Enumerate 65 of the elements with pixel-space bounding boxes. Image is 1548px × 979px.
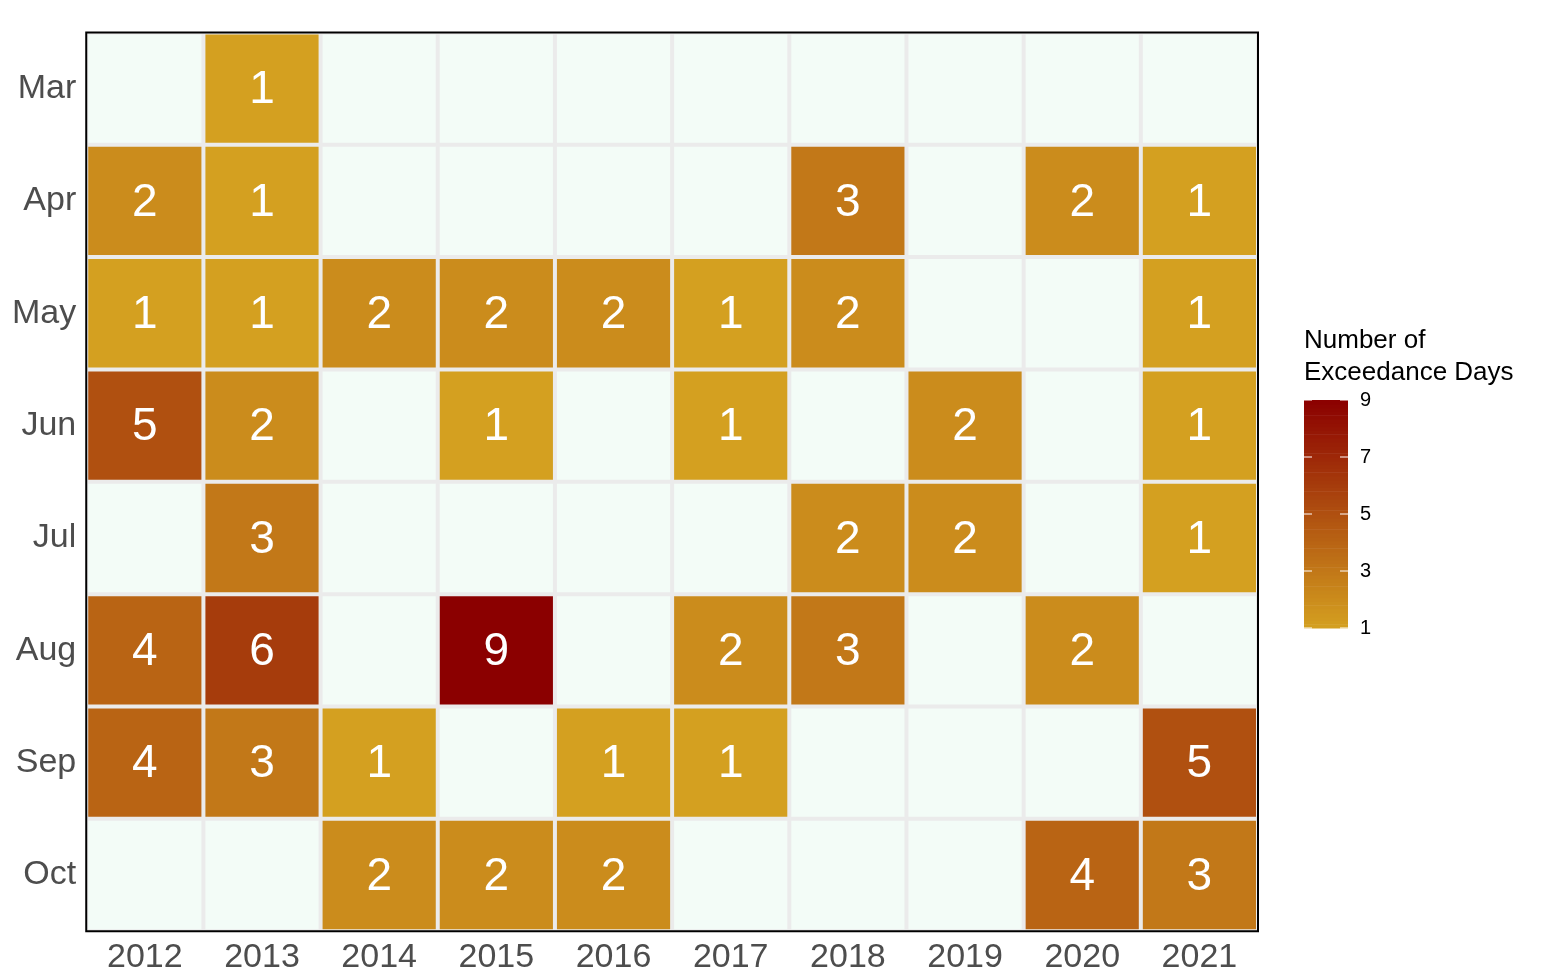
data-label: 2 (366, 847, 392, 900)
color-bar-label: 7 (1360, 444, 1372, 467)
x-tick-label: 2012 (107, 935, 183, 974)
data-label: 5 (132, 398, 158, 451)
y-tick-label: Jul (32, 516, 77, 555)
data-label: 2 (600, 847, 627, 900)
data-label: 1 (249, 61, 275, 114)
y-tick-label: Jun (21, 404, 77, 442)
data-label: 2 (600, 285, 627, 338)
data-label: 1 (1186, 510, 1213, 563)
y-tick-label: Oct (23, 853, 77, 892)
x-tick-label: 2020 (1044, 935, 1121, 974)
data-label: 2 (835, 510, 861, 563)
x-tick-label: 2015 (458, 935, 535, 974)
color-bar-title: Number of Exceedance Days (1304, 324, 1514, 386)
color-bar-label: 1 (1360, 615, 1372, 638)
data-label: 4 (132, 735, 158, 788)
data-label: 1 (249, 173, 275, 226)
data-label: 1 (366, 735, 392, 788)
data-label: 3 (249, 510, 275, 563)
x-tick-label: 2021 (1161, 935, 1238, 974)
data-label: 3 (835, 623, 861, 676)
color-bar-label: 3 (1360, 558, 1372, 581)
data-label: 2 (952, 398, 978, 451)
data-label: 3 (1186, 847, 1213, 900)
color-bar-label: 5 (1360, 501, 1372, 524)
data-label: 2 (249, 398, 275, 451)
x-tick-label: 2016 (575, 935, 652, 974)
color-bar-label: 9 (1360, 387, 1372, 410)
data-label: 3 (249, 735, 275, 788)
data-label: 1 (132, 285, 158, 338)
data-label: 6 (249, 623, 275, 676)
data-label: 2 (366, 285, 392, 338)
data-label: 1 (1186, 173, 1213, 226)
y-tick-label: Aug (15, 628, 77, 667)
data-label: 5 (1186, 735, 1213, 788)
data-label: 1 (600, 735, 627, 788)
data-label: 9 (483, 623, 510, 676)
data-label: 1 (483, 398, 510, 451)
data-label: 2 (1069, 623, 1096, 676)
data-label: 2 (717, 623, 744, 676)
data-label: 2 (835, 285, 861, 338)
data-label: 1 (249, 285, 275, 338)
data-label: 2 (483, 847, 510, 900)
data-label: 2 (1069, 173, 1096, 226)
x-tick-label: 2018 (810, 935, 886, 974)
data-label: 1 (1186, 285, 1213, 338)
data-label: 1 (717, 735, 744, 788)
data-label: 4 (1069, 847, 1096, 900)
x-tick-label: 2013 (224, 935, 300, 974)
y-tick-label: Apr (23, 179, 77, 218)
data-label: 4 (132, 623, 158, 676)
data-label: 1 (717, 285, 744, 338)
x-tick-label: 2014 (341, 935, 417, 974)
x-tick-label: 2017 (692, 935, 769, 974)
data-label: 2 (952, 510, 978, 563)
y-tick-label: Mar (17, 66, 77, 105)
y-tick-label: May (12, 291, 77, 330)
y-tick-label: Sep (15, 741, 77, 780)
data-label: 2 (132, 173, 158, 226)
data-label: 2 (483, 285, 510, 338)
x-tick-label: 2019 (927, 935, 1003, 974)
data-label: 3 (835, 173, 861, 226)
data-label: 1 (1186, 398, 1213, 451)
data-label: 1 (717, 398, 744, 451)
